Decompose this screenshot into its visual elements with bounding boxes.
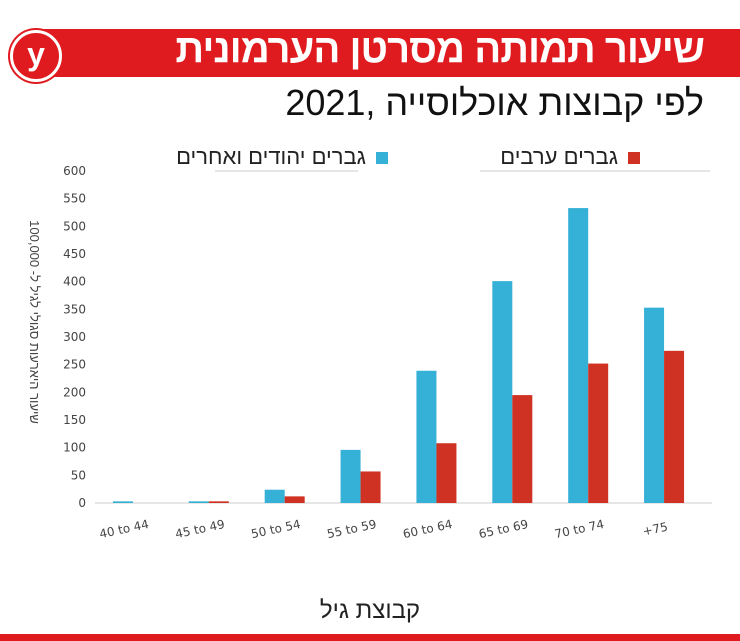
bar-arab: [588, 363, 609, 503]
bar-arab: [436, 443, 457, 503]
title-banner: [38, 29, 740, 77]
x-tick-label: 40 to 44: [98, 517, 150, 541]
y-tick-label: 250: [63, 358, 86, 372]
y-axis-label: שיעור היארעות סגולי לגיל ל- 100,000: [27, 220, 42, 424]
legend-item-arab: גברים ערבים: [500, 144, 640, 170]
bar-jewish: [112, 501, 133, 503]
logo: y: [10, 30, 62, 82]
x-axis-label: קבוצת גיל: [320, 597, 420, 624]
y-tick-label: 300: [63, 330, 86, 344]
bar-jewish: [644, 307, 665, 503]
x-tick-label: 65 to 69: [477, 517, 529, 541]
y-tick-label: 350: [63, 302, 86, 316]
y-tick-label: 500: [63, 219, 86, 233]
bar-arab: [284, 496, 305, 503]
bar-jewish: [568, 208, 589, 503]
bar-jewish: [264, 489, 285, 503]
y-tick-label: 0: [78, 496, 86, 510]
legend-label: גברים יהודים ואחרים: [176, 144, 366, 169]
legend-label: גברים ערבים: [500, 144, 618, 169]
x-tick-label: 70 to 74: [553, 517, 605, 541]
y-tick-label: 150: [63, 413, 86, 427]
legend-swatch: [376, 152, 388, 165]
x-tick-label: 55 to 59: [326, 517, 378, 541]
bar-jewish: [492, 281, 513, 503]
chart-title: שיעור תמותה מסרטן הערמונית: [175, 27, 705, 71]
bar-jewish: [416, 370, 437, 503]
y-tick-label: 200: [63, 385, 86, 399]
legend-swatch: [628, 152, 640, 165]
chart-subtitle: לפי קבוצות אוכלוסייה ,2021: [285, 82, 704, 123]
y-tick-label: 550: [63, 192, 86, 206]
y-tick-label: 100: [63, 441, 86, 455]
bar-arab: [664, 350, 685, 503]
y-tick-label: 400: [63, 275, 86, 289]
bar-jewish: [188, 501, 209, 503]
y-tick-label: 50: [71, 468, 86, 482]
bar-jewish: [340, 449, 361, 503]
x-tick-label: 50 to 54: [250, 517, 302, 541]
y-tick-label: 450: [63, 247, 86, 261]
bar-arab: [208, 501, 229, 503]
bar-arab: [360, 471, 381, 503]
y-tick-label: 600: [63, 164, 86, 178]
x-tick-label: 45 to 49: [174, 517, 226, 541]
bar-arab: [512, 395, 533, 503]
x-tick-label: 60 to 64: [402, 517, 454, 541]
legend-item-jewish: גברים יהודים ואחרים: [176, 144, 388, 170]
x-tick-label: +75: [641, 520, 669, 539]
bottom-rule: [0, 634, 740, 641]
